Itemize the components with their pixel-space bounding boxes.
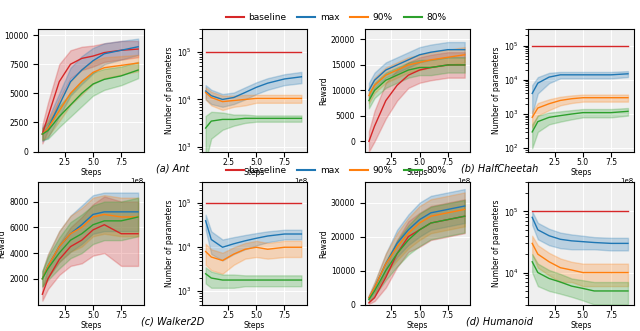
X-axis label: Steps: Steps [570,321,591,330]
X-axis label: Steps: Steps [570,168,591,177]
Legend: baseline, max, 90%, 80%: baseline, max, 90%, 80% [222,163,450,179]
X-axis label: Steps: Steps [244,168,265,177]
X-axis label: Steps: Steps [244,321,265,330]
Text: 1e8: 1e8 [457,178,470,184]
Y-axis label: Reward: Reward [0,76,2,105]
Y-axis label: Number of parameters: Number of parameters [492,47,501,134]
Y-axis label: Number of parameters: Number of parameters [492,200,501,287]
Y-axis label: Number of parameters: Number of parameters [165,47,174,134]
Y-axis label: Reward: Reward [319,229,328,258]
Text: 1e8: 1e8 [294,178,307,184]
Y-axis label: Reward: Reward [0,229,6,258]
Legend: baseline, max, 90%, 80%: baseline, max, 90%, 80% [222,10,450,26]
X-axis label: Steps: Steps [407,321,428,330]
Text: 1e8: 1e8 [131,178,144,184]
Y-axis label: Number of parameters: Number of parameters [165,200,174,287]
X-axis label: Steps: Steps [407,168,428,177]
Text: (a) Ant: (a) Ant [156,163,189,173]
Text: (c) Walker2D: (c) Walker2D [141,316,204,326]
X-axis label: Steps: Steps [81,321,102,330]
X-axis label: Steps: Steps [81,168,102,177]
Text: 1e8: 1e8 [620,178,634,184]
Text: (d) Humanoid: (d) Humanoid [466,316,532,326]
Text: (b) HalfCheetah: (b) HalfCheetah [461,163,538,173]
Y-axis label: Reward: Reward [319,76,328,105]
